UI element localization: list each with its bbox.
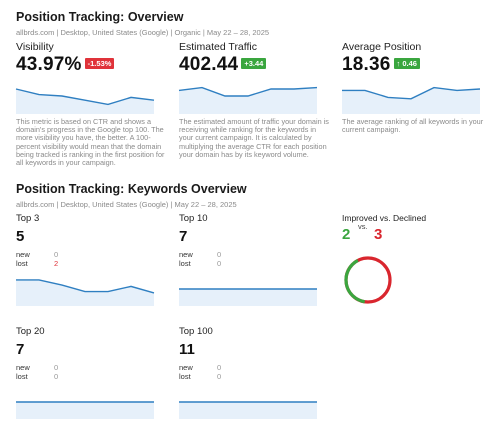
avg-position-value-row: 18.36 ↑ 0.46 xyxy=(342,54,420,76)
keywords-title: Position Tracking: Keywords Overview xyxy=(16,182,247,196)
top10-lost-value: 0 xyxy=(217,259,222,268)
traffic-delta-badge: +3.44 xyxy=(241,58,267,69)
lost-label: lost xyxy=(16,372,28,381)
trend-line xyxy=(15,88,155,106)
top10-label: Top 10 xyxy=(179,213,208,224)
visibility-value-row: 43.97% -1.53% xyxy=(16,54,115,76)
trend-area xyxy=(342,87,480,114)
trend-area xyxy=(16,89,154,114)
top3-trend-chart xyxy=(16,279,155,306)
avg-position-label: Average Position xyxy=(342,41,422,53)
visibility-trend-chart xyxy=(15,88,155,114)
top20-label: Top 20 xyxy=(16,326,45,337)
top3-lost-value: 2 xyxy=(54,259,59,268)
comparison-vs: vs. xyxy=(358,222,368,231)
top3-value: 5 xyxy=(16,228,25,245)
top100-lost-row: lost 0 xyxy=(179,372,222,382)
traffic-label: Estimated Traffic xyxy=(179,41,258,53)
improved-count: 2 xyxy=(342,226,351,243)
top10-lost-row: lost 0 xyxy=(179,259,222,269)
lost-label: lost xyxy=(16,259,28,268)
top10-new-value: 0 xyxy=(217,250,222,259)
top20-trend-chart xyxy=(16,401,154,419)
top20-lost-row: lost 0 xyxy=(16,372,59,382)
avg-position-trend-chart xyxy=(342,86,481,114)
comparison-title: Improved vs. Declined xyxy=(342,213,427,223)
trend-area xyxy=(16,279,154,306)
new-label: new xyxy=(16,250,30,259)
visibility-label: Visibility xyxy=(16,41,54,53)
top100-trend-chart xyxy=(179,401,317,419)
declined-count: 3 xyxy=(374,226,383,243)
lost-label: lost xyxy=(179,259,191,268)
top100-value: 11 xyxy=(179,341,195,358)
trend-area xyxy=(179,289,317,306)
trend-line xyxy=(342,86,481,100)
visibility-description: This metric is based on CTR and shows a … xyxy=(16,117,165,168)
top100-lost-value: 0 xyxy=(217,372,222,381)
top3-new-row: new 0 xyxy=(16,250,59,260)
traffic-value: 402.44 xyxy=(179,54,239,75)
avg-position-value: 18.36 xyxy=(342,54,391,75)
visibility-value: 43.97% xyxy=(16,54,82,75)
top100-new-row: new 0 xyxy=(179,363,222,373)
improved-arc xyxy=(344,259,366,304)
top100-label: Top 100 xyxy=(179,326,213,337)
lost-label: lost xyxy=(179,372,191,381)
comparison-donut-chart xyxy=(344,256,392,304)
new-label: new xyxy=(179,250,193,259)
new-label: new xyxy=(16,363,30,372)
top10-trend-chart xyxy=(179,288,317,306)
avg-position-delta-badge: ↑ 0.46 xyxy=(393,58,420,69)
visibility-delta-badge: -1.53% xyxy=(84,58,115,69)
new-label: new xyxy=(179,363,193,372)
top3-lost-row: lost 2 xyxy=(16,259,59,269)
top20-lost-value: 0 xyxy=(54,372,59,381)
trend-area xyxy=(179,87,317,114)
avg-position-description: The average ranking of all keywords in y… xyxy=(342,117,484,135)
overview-meta: allbrds.com | Desktop, United States (Go… xyxy=(16,28,270,37)
traffic-trend-chart xyxy=(178,86,318,114)
traffic-value-row: 402.44 +3.44 xyxy=(179,54,267,76)
top3-label: Top 3 xyxy=(16,213,40,224)
top20-value: 7 xyxy=(16,341,25,358)
overview-title: Position Tracking: Overview xyxy=(16,10,184,24)
trend-line xyxy=(178,86,318,97)
trend-line xyxy=(16,279,155,294)
top10-value: 7 xyxy=(179,228,188,245)
top20-new-row: new 0 xyxy=(16,363,59,373)
trend-area xyxy=(179,402,317,419)
traffic-description: The estimated amount of traffic your dom… xyxy=(179,117,329,159)
keywords-meta: allbrds.com | Desktop, United States (Go… xyxy=(16,200,237,209)
trend-area xyxy=(16,402,154,419)
top20-new-value: 0 xyxy=(54,363,59,372)
top100-new-value: 0 xyxy=(217,363,222,372)
top3-new-value: 0 xyxy=(54,250,59,259)
top10-new-row: new 0 xyxy=(179,250,222,260)
